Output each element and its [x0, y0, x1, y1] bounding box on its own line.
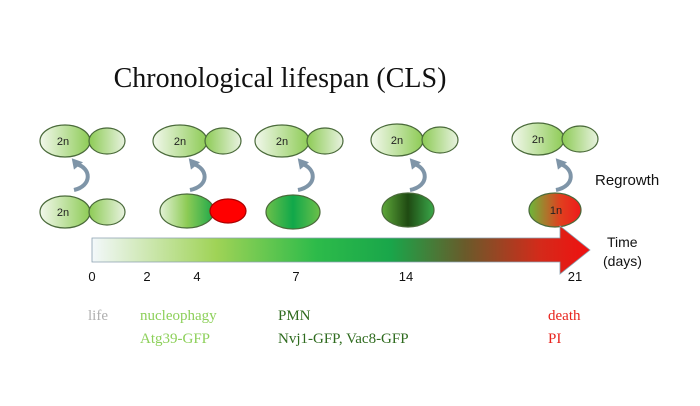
time-arrow: [91, 225, 591, 275]
bottom-cell-day0: 2n: [39, 195, 126, 229]
top-row-cells: 2n 2n 2n 2n 2n: [39, 122, 599, 158]
bottom-cell-day7-pmn: [265, 194, 321, 230]
tick-label: 21: [568, 269, 582, 284]
tick-label: 2: [143, 269, 150, 284]
nucleus-bleb-red: [209, 198, 247, 224]
stage-nucleophagy: nucleophagy: [140, 308, 217, 324]
ploidy-label: 2n: [391, 135, 403, 147]
ploidy-label: 2n: [174, 136, 186, 148]
regrowth-label: Regrowth: [595, 172, 659, 189]
tick-label: 7: [292, 269, 299, 284]
tick-label: 4: [193, 269, 200, 284]
stage-death: death: [548, 308, 581, 324]
top-cell-day21: 2n: [511, 122, 599, 156]
bottom-cell-day4-nucleophagy: [159, 193, 215, 229]
marker-atg39: Atg39-GFP: [140, 331, 210, 347]
regrowth-arrowheads: [71, 158, 568, 170]
bottom-cell-day14: [381, 192, 435, 228]
time-ticks: 0 2 4 7 14 21: [88, 269, 582, 284]
top-cell-day0: 2n: [39, 124, 126, 158]
time-label: Time: [607, 234, 638, 250]
time-unit-label: (days): [603, 253, 642, 269]
ploidy-label: 2n: [57, 136, 69, 148]
top-cell-day14: 2n: [370, 123, 459, 157]
diagram-title: Chronological lifespan (CLS): [114, 63, 447, 94]
stage-labels: life nucleophagy Atg39-GFP PMN Nvj1-GFP,…: [88, 308, 581, 347]
stage-pmn: PMN: [278, 308, 311, 324]
curved-arrow-icon: [73, 162, 90, 192]
ploidy-label: 2n: [57, 207, 69, 219]
bottom-row-cells: 2n 1n: [39, 192, 582, 230]
top-cell-day4: 2n: [152, 124, 242, 158]
bottom-cell-day21-dying: 1n: [528, 192, 582, 228]
regrowth-arrows: [73, 162, 573, 192]
marker-pmn: Nvj1-GFP, Vac8-GFP: [278, 331, 409, 347]
top-cell-day7: 2n: [254, 124, 344, 158]
tick-label: 14: [399, 269, 413, 284]
ploidy-label: 2n: [276, 136, 288, 148]
ploidy-label: 2n: [532, 134, 544, 146]
curved-arrow-icon: [189, 162, 207, 192]
ploidy-label: 1n: [550, 205, 562, 217]
marker-pi: PI: [548, 331, 561, 347]
stage-life: life: [88, 308, 108, 324]
tick-label: 0: [88, 269, 95, 284]
